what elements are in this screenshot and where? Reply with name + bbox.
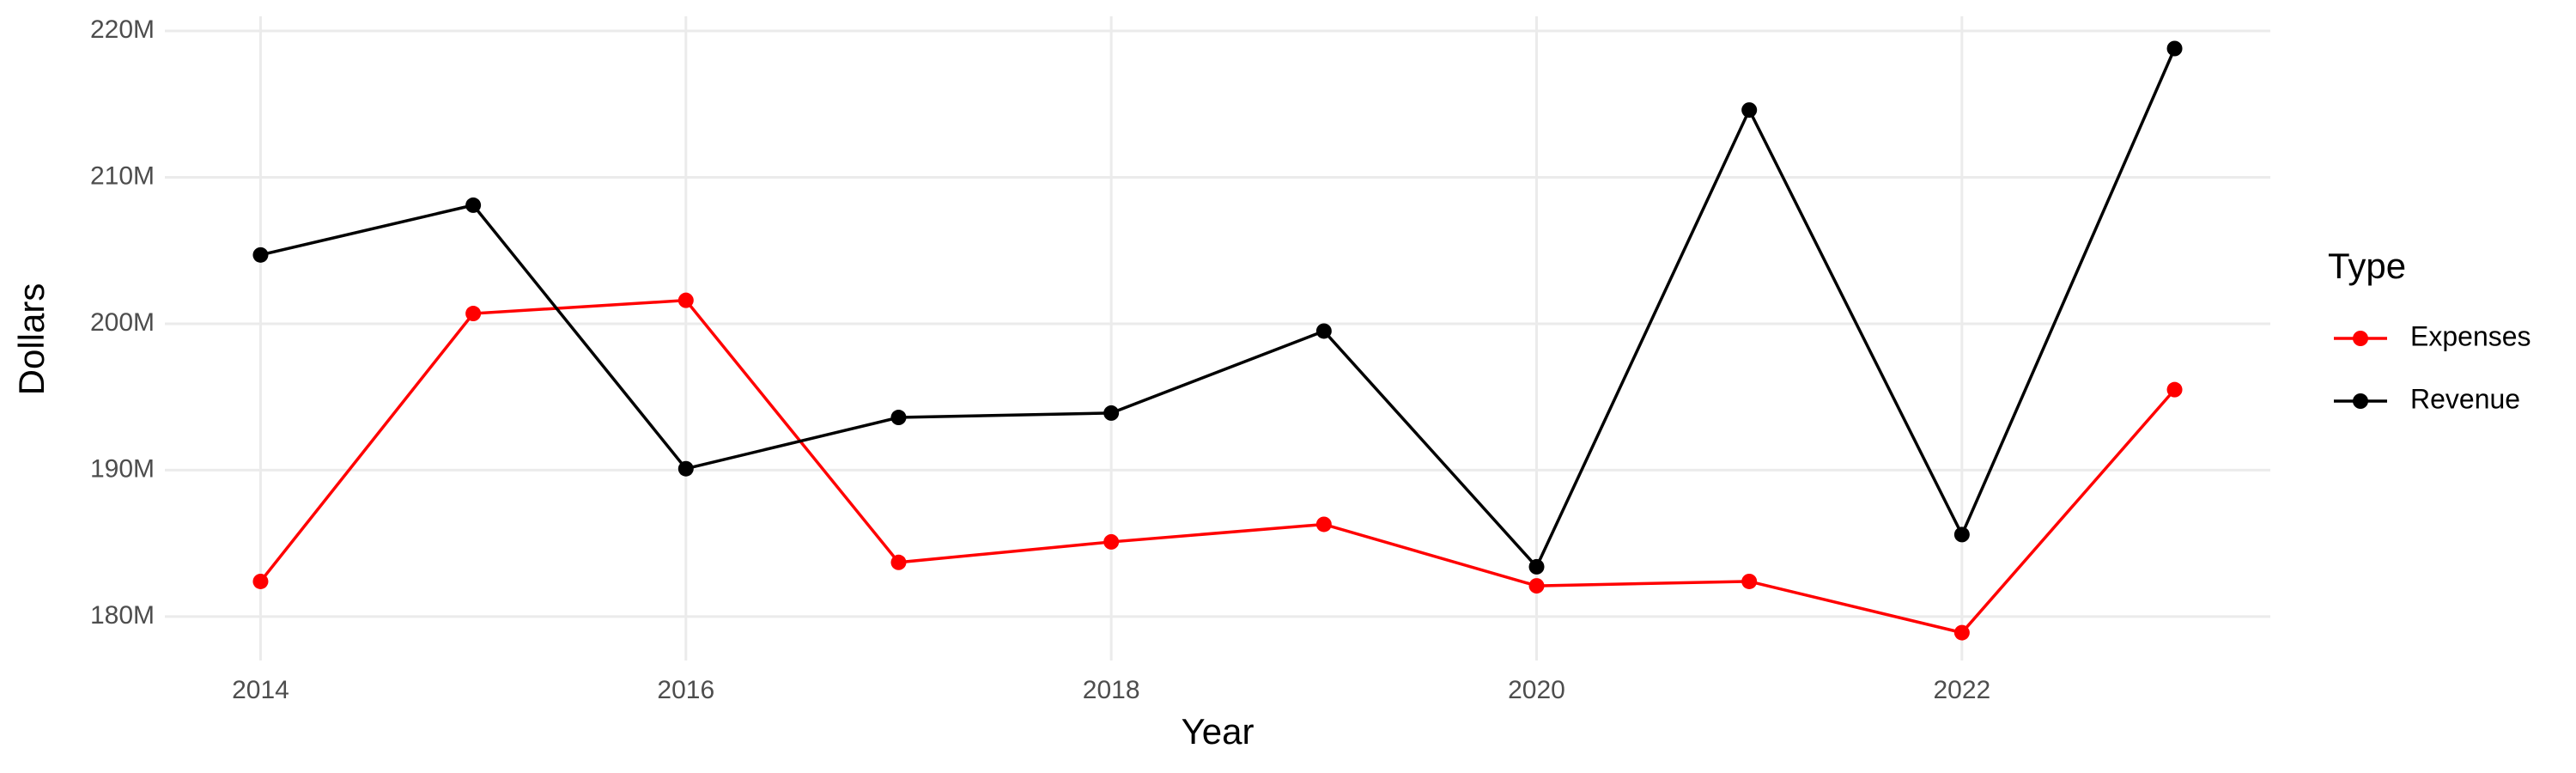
x-tick-label: 2020: [1508, 676, 1565, 704]
y-tick-label: 200M: [90, 308, 155, 337]
x-axis-title: Year: [1182, 711, 1255, 752]
data-point: [1953, 526, 1970, 543]
data-point: [1315, 516, 1332, 533]
y-tick-label: 190M: [90, 454, 155, 483]
data-point: [677, 292, 694, 308]
data-point: [252, 573, 269, 589]
data-point: [1315, 323, 1332, 339]
data-point: [1103, 533, 1120, 550]
x-tick-label: 2014: [232, 676, 289, 704]
legend-marker: [2353, 393, 2368, 409]
data-point: [2166, 40, 2183, 57]
data-point: [1741, 102, 1758, 119]
x-tick-label: 2022: [1933, 676, 1990, 704]
legend-marker: [2353, 331, 2368, 346]
data-point: [890, 554, 907, 570]
data-point: [1528, 578, 1545, 594]
legend-title: Type: [2328, 246, 2406, 286]
series-line: [259, 298, 2176, 635]
data-point: [252, 247, 269, 263]
y-axis-title: Dollars: [11, 283, 52, 396]
data-point: [677, 460, 694, 477]
y-tick-label: 210M: [90, 161, 155, 190]
x-tick-label: 2016: [657, 676, 714, 704]
data-point: [465, 306, 482, 322]
legend-label: Revenue: [2410, 383, 2520, 414]
x-tick-label: 2018: [1083, 676, 1140, 704]
series-line: [260, 47, 2177, 570]
data-point: [1741, 573, 1758, 589]
legend-label: Expenses: [2410, 320, 2531, 351]
data-point: [2166, 381, 2183, 398]
data-point: [465, 197, 482, 213]
data-point: [890, 410, 907, 426]
y-tick-label: 220M: [90, 15, 155, 44]
data-point: [1528, 558, 1545, 575]
data-point: [1103, 405, 1120, 421]
y-tick-label: 180M: [90, 601, 155, 630]
data-point: [1953, 624, 1970, 641]
